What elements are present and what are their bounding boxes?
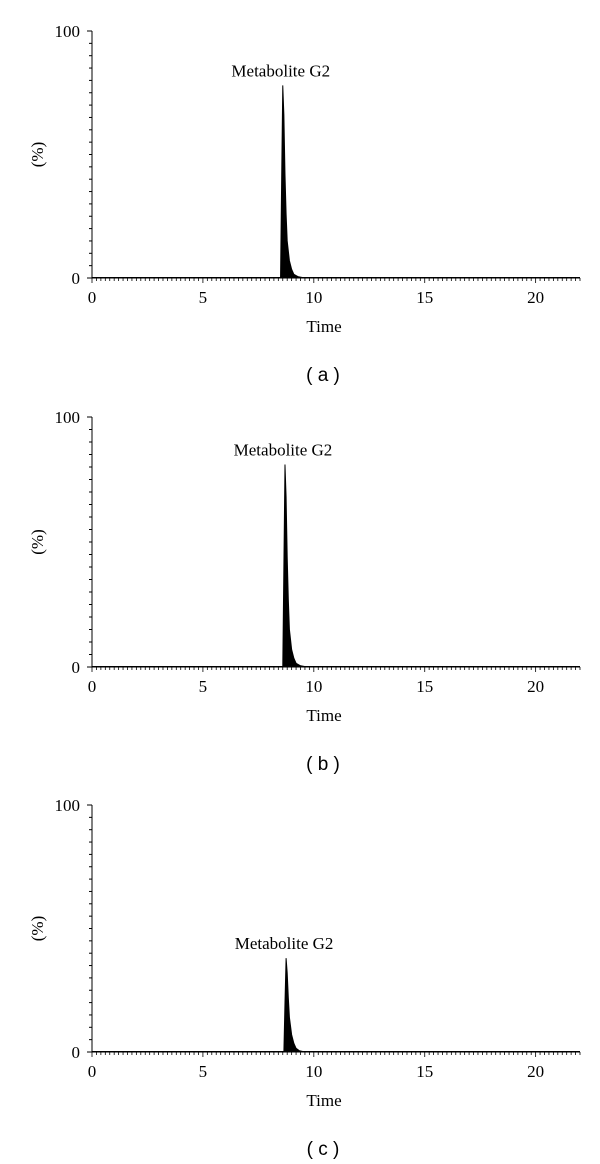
y-tick-label: 0: [72, 1043, 81, 1062]
x-minor-ticks: [91, 1052, 581, 1057]
panel-label: ( a ): [306, 365, 340, 386]
chart-axes: [87, 30, 581, 283]
chart-plot: [92, 464, 580, 668]
x-tick-label: 10: [305, 288, 322, 307]
x-axis-label: Time: [306, 317, 341, 336]
y-axis-label: (%): [28, 529, 47, 554]
chart-panel-a: (%) Time ( a ) 0 100 0 5 10 15 20 Metabolite G2: [28, 22, 581, 386]
chart-axes: [87, 804, 581, 1057]
x-axis-label: Time: [306, 706, 341, 725]
y-tick-label: 100: [55, 408, 81, 427]
panel-label: ( b ): [306, 754, 340, 775]
peak-annotation: Metabolite G2: [234, 441, 333, 460]
x-tick-label: 5: [199, 677, 208, 696]
chart-panel-b: (%) Time ( b ) 0 100 0 5 10 15 20 Metabolite G2: [28, 408, 581, 775]
y-minor-ticks: [87, 416, 92, 668]
x-minor-ticks: [91, 667, 581, 672]
x-tick-label: 10: [305, 677, 322, 696]
y-tick-label: 100: [55, 796, 81, 815]
x-tick-label: 0: [88, 1062, 97, 1081]
chart-plot: [92, 958, 580, 1053]
y-axis-label: (%): [28, 142, 47, 167]
x-tick-label: 15: [416, 1062, 433, 1081]
chromatogram-peak: [92, 85, 580, 279]
chart-text: (%) Time ( a ) 0 100 0 5 10 15 20 Metabolite G2: [28, 22, 544, 386]
chart-plot: [92, 85, 580, 279]
y-tick-label: 0: [72, 658, 81, 677]
x-tick-label: 10: [305, 1062, 322, 1081]
x-tick-label: 0: [88, 288, 97, 307]
x-tick-label: 20: [527, 1062, 544, 1081]
x-axis-label: Time: [306, 1091, 341, 1110]
peak-annotation: Metabolite G2: [231, 61, 330, 80]
x-tick-label: 15: [416, 677, 433, 696]
y-axis-label: (%): [28, 916, 47, 941]
x-tick-label: 5: [199, 288, 208, 307]
chromatogram-peak: [92, 464, 580, 668]
peak-annotation: Metabolite G2: [235, 934, 334, 953]
x-tick-label: 15: [416, 288, 433, 307]
x-tick-label: 5: [199, 1062, 208, 1081]
y-minor-ticks: [87, 30, 92, 279]
chart-text: (%) Time ( c ) 0 100 0 5 10 15 20 Metabolite G2: [28, 796, 544, 1160]
chart-text: (%) Time ( b ) 0 100 0 5 10 15 20 Metabolite G2: [28, 408, 544, 775]
x-minor-ticks: [91, 278, 581, 283]
chromatogram-peak: [92, 958, 580, 1053]
y-minor-ticks: [87, 804, 92, 1053]
chart-panel-c: (%) Time ( c ) 0 100 0 5 10 15 20 Metabolite G2: [28, 796, 581, 1160]
x-tick-label: 20: [527, 677, 544, 696]
x-tick-label: 0: [88, 677, 97, 696]
y-tick-label: 100: [55, 22, 81, 41]
y-tick-label: 0: [72, 269, 81, 288]
panel-label: ( c ): [307, 1139, 340, 1160]
x-tick-label: 20: [527, 288, 544, 307]
chart-axes: [87, 416, 581, 672]
